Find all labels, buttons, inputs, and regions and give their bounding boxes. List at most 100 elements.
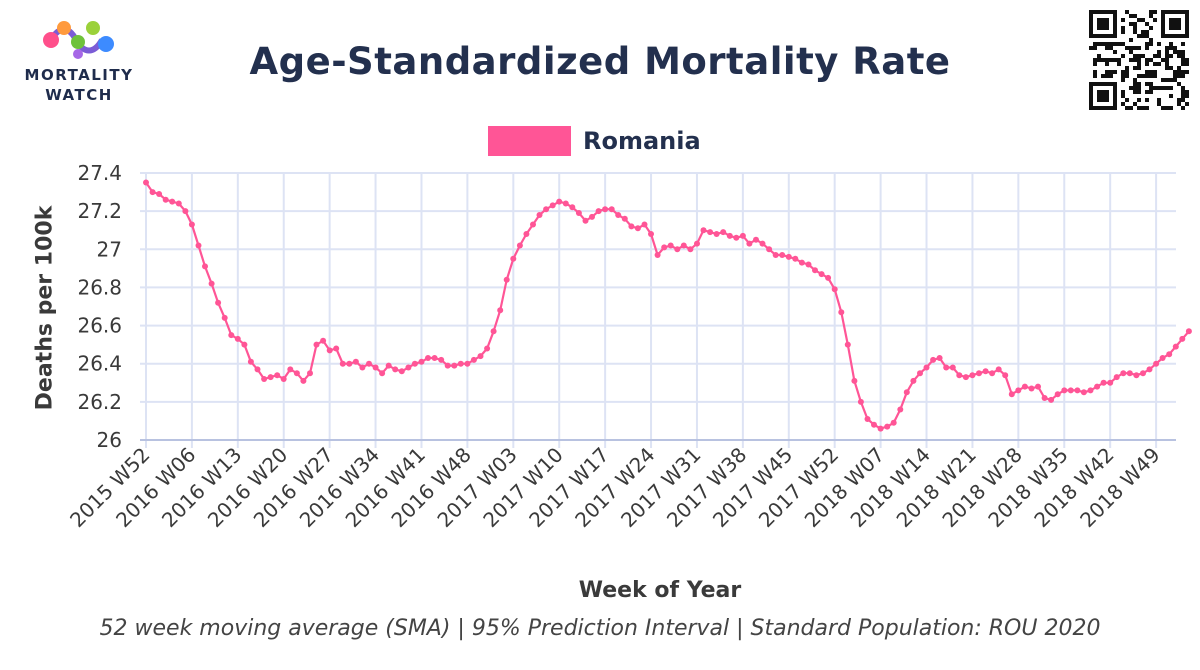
data-point[interactable] bbox=[234, 335, 241, 342]
data-point[interactable] bbox=[425, 355, 431, 361]
data-point[interactable] bbox=[661, 244, 668, 251]
data-point[interactable] bbox=[1035, 383, 1041, 390]
data-point[interactable] bbox=[713, 231, 720, 237]
data-point[interactable] bbox=[372, 364, 379, 371]
data-point[interactable] bbox=[995, 366, 1002, 373]
data-point[interactable] bbox=[346, 360, 353, 367]
data-point[interactable] bbox=[149, 189, 156, 196]
data-point[interactable] bbox=[877, 425, 884, 432]
data-point[interactable] bbox=[976, 370, 982, 377]
data-point[interactable] bbox=[438, 356, 445, 363]
data-point[interactable] bbox=[628, 223, 635, 230]
data-point[interactable] bbox=[431, 355, 438, 361]
data-point[interactable] bbox=[175, 200, 182, 207]
data-point[interactable] bbox=[917, 370, 923, 377]
data-point[interactable] bbox=[648, 231, 654, 237]
data-point[interactable] bbox=[634, 225, 641, 232]
data-point[interactable] bbox=[1041, 395, 1048, 401]
data-point[interactable] bbox=[674, 246, 681, 253]
data-point[interactable] bbox=[746, 240, 753, 247]
data-point[interactable] bbox=[1067, 387, 1074, 394]
data-point[interactable] bbox=[1172, 343, 1179, 350]
data-point[interactable] bbox=[1048, 396, 1055, 403]
data-point[interactable] bbox=[247, 358, 254, 365]
data-point[interactable] bbox=[687, 246, 694, 253]
data-point[interactable] bbox=[608, 206, 615, 213]
data-point[interactable] bbox=[575, 210, 582, 216]
data-point[interactable] bbox=[228, 332, 235, 339]
data-point[interactable] bbox=[1126, 370, 1133, 377]
data-point[interactable] bbox=[300, 377, 307, 384]
data-point[interactable] bbox=[825, 274, 832, 281]
data-point[interactable] bbox=[897, 406, 904, 413]
data-point[interactable] bbox=[536, 212, 543, 218]
data-point[interactable] bbox=[366, 360, 372, 367]
data-point[interactable] bbox=[733, 234, 740, 241]
data-point[interactable] bbox=[707, 229, 714, 236]
data-point[interactable] bbox=[339, 360, 346, 367]
data-point[interactable] bbox=[844, 341, 851, 348]
data-point[interactable] bbox=[726, 232, 733, 239]
data-point[interactable] bbox=[497, 307, 504, 314]
data-point[interactable] bbox=[753, 236, 759, 243]
data-point[interactable] bbox=[949, 364, 956, 371]
data-point[interactable] bbox=[654, 252, 661, 258]
data-point[interactable] bbox=[451, 362, 458, 369]
data-point[interactable] bbox=[936, 355, 943, 361]
data-point[interactable] bbox=[516, 242, 523, 249]
data-point[interactable] bbox=[267, 374, 274, 381]
data-point[interactable] bbox=[956, 372, 963, 379]
data-point[interactable] bbox=[1185, 328, 1192, 335]
data-point[interactable] bbox=[969, 372, 976, 379]
data-point[interactable] bbox=[477, 353, 484, 360]
data-point[interactable] bbox=[280, 376, 287, 382]
data-point[interactable] bbox=[549, 202, 556, 209]
data-point[interactable] bbox=[589, 213, 595, 220]
data-point[interactable] bbox=[1113, 374, 1120, 381]
data-point[interactable] bbox=[962, 374, 969, 381]
qr-code-icon[interactable] bbox=[1089, 10, 1189, 110]
data-point[interactable] bbox=[838, 309, 845, 316]
data-point[interactable] bbox=[261, 376, 268, 382]
data-point[interactable] bbox=[169, 198, 176, 205]
data-point[interactable] bbox=[457, 360, 464, 367]
data-point[interactable] bbox=[215, 299, 222, 306]
data-point[interactable] bbox=[1146, 366, 1153, 373]
data-point[interactable] bbox=[615, 212, 622, 218]
data-point[interactable] bbox=[1002, 372, 1009, 379]
data-point[interactable] bbox=[812, 267, 818, 274]
data-point[interactable] bbox=[195, 242, 202, 249]
data-point[interactable] bbox=[293, 370, 300, 377]
data-point[interactable] bbox=[1107, 379, 1114, 386]
data-point[interactable] bbox=[792, 255, 799, 262]
data-point[interactable] bbox=[1061, 387, 1068, 394]
data-point[interactable] bbox=[188, 221, 195, 228]
data-point[interactable] bbox=[418, 358, 425, 365]
data-point[interactable] bbox=[857, 398, 864, 405]
data-point[interactable] bbox=[1028, 385, 1035, 392]
data-point[interactable] bbox=[221, 314, 228, 321]
data-point[interactable] bbox=[156, 191, 163, 197]
data-point[interactable] bbox=[562, 200, 569, 207]
data-point[interactable] bbox=[818, 271, 825, 278]
data-point[interactable] bbox=[910, 377, 917, 384]
data-point[interactable] bbox=[307, 370, 313, 377]
data-point[interactable] bbox=[352, 358, 359, 365]
data-point[interactable] bbox=[582, 217, 589, 224]
data-point[interactable] bbox=[739, 232, 746, 239]
data-point[interactable] bbox=[444, 362, 451, 369]
data-point[interactable] bbox=[621, 215, 628, 222]
data-point[interactable] bbox=[1120, 370, 1127, 377]
data-point[interactable] bbox=[398, 368, 405, 375]
data-point[interactable] bbox=[943, 364, 950, 371]
data-point[interactable] bbox=[392, 366, 399, 373]
data-point[interactable] bbox=[569, 204, 576, 211]
data-point[interactable] bbox=[602, 206, 609, 213]
data-point[interactable] bbox=[595, 208, 602, 215]
data-point[interactable] bbox=[523, 231, 530, 237]
data-point[interactable] bbox=[1133, 372, 1140, 379]
data-point[interactable] bbox=[359, 364, 366, 371]
data-point[interactable] bbox=[805, 261, 812, 268]
data-point[interactable] bbox=[405, 364, 412, 371]
data-point[interactable] bbox=[982, 368, 989, 375]
